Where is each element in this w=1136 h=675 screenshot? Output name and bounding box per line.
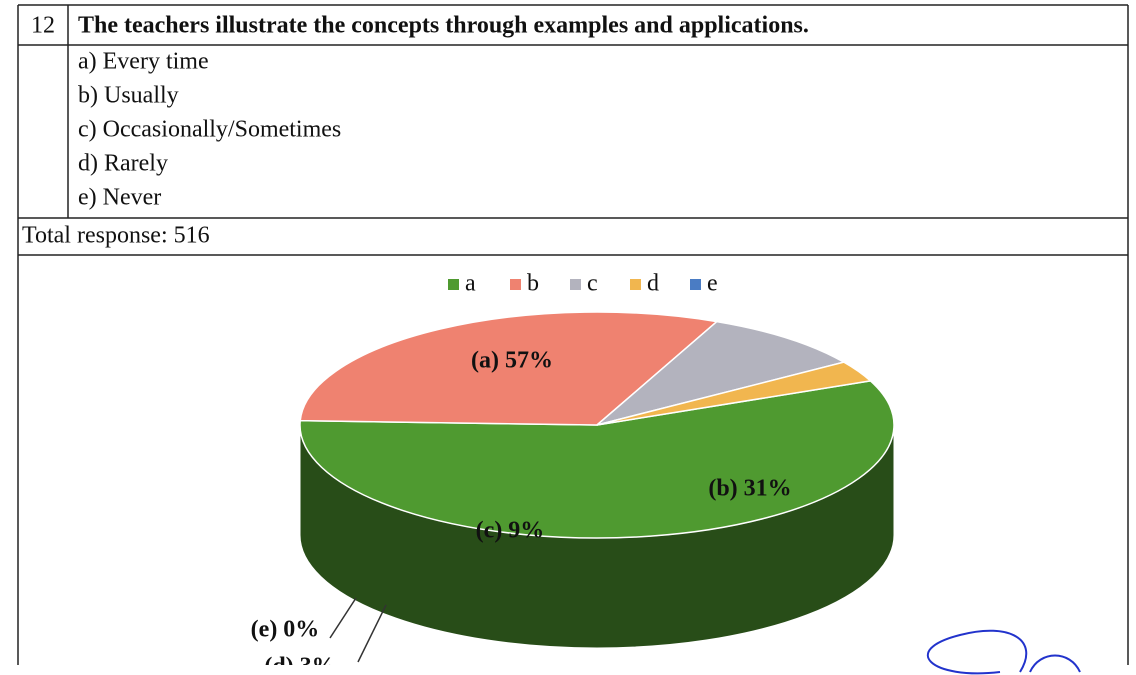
option: d) Rarely [78,151,168,177]
data-label: (b) 31% [708,476,791,502]
legend-label: a [465,271,476,297]
pie-slice [299,311,719,426]
legend-label: b [527,271,539,297]
question-number: 12 [31,13,55,39]
pie-slice [596,361,873,426]
data-label: (e) 0% [251,617,320,643]
pie-slice [596,320,846,426]
option: b) Usually [78,83,179,109]
signature [926,629,1081,675]
data-label: (d) 3% [264,654,335,675]
question-text: The teachers illustrate the concepts thr… [78,13,809,39]
legend-swatch [690,279,701,290]
legend-label: c [587,271,598,297]
option: c) Occasionally/Sometimes [78,117,341,143]
legend-swatch [570,279,581,290]
legend-swatch [510,279,521,290]
data-label: (c) 9% [476,518,545,544]
leader-line [357,604,387,663]
legend-label: d [647,271,659,297]
pie-slice [299,380,895,539]
table-frame [17,4,1129,665]
pie-chart: a b c d e (a) 57% (b) 31% (c) 9% (d) 3% (e) 0% [251,271,895,675]
option: e) Never [78,185,161,211]
legend-swatch [630,279,641,290]
data-label: (a) 57% [471,348,553,374]
total-response: Total response: 516 [22,223,210,249]
leader-line [329,597,357,639]
legend-label: e [707,271,718,297]
option: a) Every time [78,49,209,75]
legend-swatch [448,279,459,290]
